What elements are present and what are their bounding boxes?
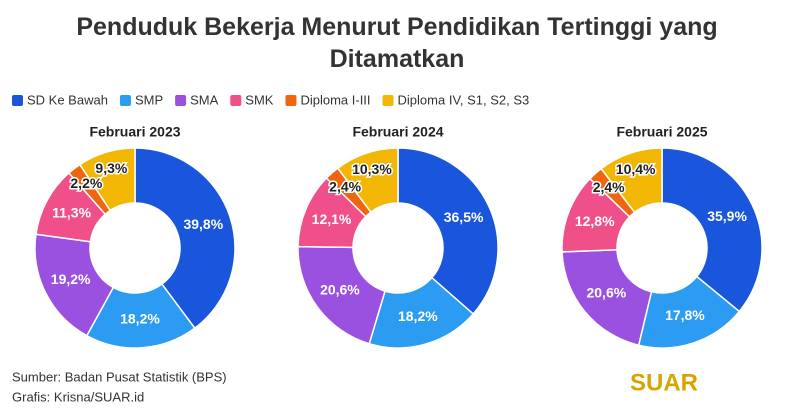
data-label: 36,5% [444,209,484,225]
chart-subtitle: Februari 2023 [89,124,180,140]
donut-slice [78,147,136,212]
data-label: 10,3% [352,161,392,177]
data-label: 19,2% [51,271,91,287]
legend-label: Diploma IV, S1, S2, S3 [398,92,530,107]
legend-label: Diploma I-III [300,92,370,107]
legend-swatch [119,95,131,106]
data-label: 20,6% [586,284,626,300]
data-label: 9,3% [95,160,127,176]
data-label: 2,4% [593,179,625,195]
data-label: 18,2% [398,308,438,324]
data-label: 2,4% [329,179,361,195]
credit: Grafis: Krisna/SUAR.id [12,389,144,404]
chart-subtitle: Februari 2024 [352,124,443,140]
donut-slice [134,147,236,330]
data-label: 35,9% [707,208,747,224]
donut-slice [297,245,386,345]
legend-swatch [382,95,394,106]
legend-swatch [12,95,23,106]
donut-slice [336,147,399,214]
donut-slice [661,147,763,313]
donut-slice [600,147,663,214]
source: Sumber: Badan Pusat Statistik (BPS) [12,369,227,384]
legend-swatch [285,95,297,106]
donut-slice [561,248,653,347]
data-label: 39,8% [183,216,223,232]
donut-slice [397,147,499,316]
data-label: 18,2% [120,311,160,327]
data-label: 2,2% [70,175,102,191]
legend-swatch [230,95,242,106]
data-label: 11,3% [52,205,91,221]
legend-label: SMK [245,92,274,107]
data-label: 12,1% [312,211,352,227]
legend-swatch [175,95,187,106]
donut-slice [34,233,115,337]
data-label: 12,8% [575,213,615,229]
logo: SUAR [630,369,698,396]
chart-title: Penduduk Bekerja Menurut Pendidikan Tert… [76,13,717,73]
legend-label: SD Ke Bawah [27,92,108,107]
data-label: 17,8% [665,307,705,323]
chart-subtitle: Februari 2025 [616,124,707,140]
data-label: 20,6% [320,281,360,297]
legend-label: SMA [190,92,219,107]
legend-label: SMP [135,92,163,107]
data-label: 10,4% [616,161,656,177]
